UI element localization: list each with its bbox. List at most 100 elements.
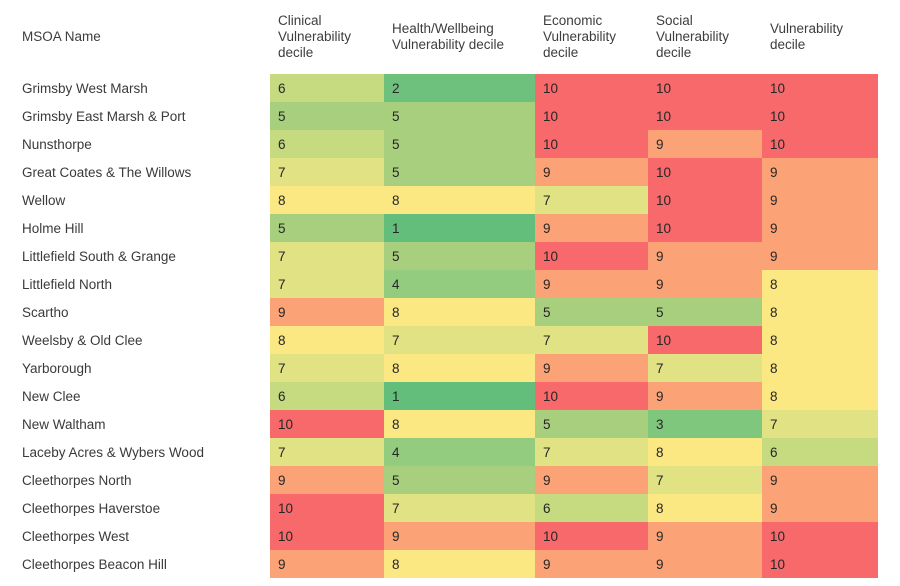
- table-row: Cleethorpes North 9 5 9 7 9: [22, 466, 878, 494]
- decile-cell: 8: [384, 354, 535, 382]
- table-row: Nunsthorpe 6 5 10 9 10: [22, 130, 878, 158]
- decile-cell: 6: [762, 438, 878, 466]
- decile-cell: 1: [384, 214, 535, 242]
- decile-cell: 8: [384, 550, 535, 578]
- decile-cell: 9: [648, 550, 762, 578]
- header-decile-column: Vulnerability decile: [770, 21, 844, 52]
- table-row: Littlefield South & Grange 7 5 10 9 9: [22, 242, 878, 270]
- table-row: Yarborough 7 8 9 7 8: [22, 354, 878, 382]
- table-row: Littlefield North 7 4 9 9 8: [22, 270, 878, 298]
- decile-cell: 10: [648, 158, 762, 186]
- msoa-name-cell: Cleethorpes Beacon Hill: [22, 556, 167, 572]
- decile-cell: 9: [648, 382, 762, 410]
- decile-cell: 9: [535, 158, 648, 186]
- header-msoa-name: MSOA Name: [22, 29, 101, 44]
- decile-cell: 10: [648, 214, 762, 242]
- msoa-name-cell: Cleethorpes North: [22, 472, 132, 488]
- decile-cell: 7: [648, 354, 762, 382]
- table-row: Holme Hill 5 1 9 10 9: [22, 214, 878, 242]
- msoa-name-cell: Holme Hill: [22, 220, 84, 236]
- decile-cell: 9: [535, 550, 648, 578]
- decile-cell: 9: [535, 354, 648, 382]
- msoa-name-cell: Grimsby West Marsh: [22, 80, 148, 96]
- table-row: Cleethorpes Haverstoe 10 7 6 8 9: [22, 494, 878, 522]
- table-row: New Waltham 10 8 5 3 7: [22, 410, 878, 438]
- table-body: Grimsby West Marsh 6 2 10 10 10 Grimsby East M…: [22, 74, 878, 578]
- decile-cell: 10: [535, 382, 648, 410]
- header-decile-column: Health/Wellbeing Vulnerability decile: [392, 21, 505, 52]
- decile-cell: 9: [270, 466, 384, 494]
- decile-cell: 10: [270, 410, 384, 438]
- decile-cell: 7: [762, 410, 878, 438]
- decile-cell: 8: [762, 382, 878, 410]
- decile-cell: 5: [384, 158, 535, 186]
- msoa-name-cell: Grimsby East Marsh & Port: [22, 108, 186, 124]
- decile-cell: 6: [270, 130, 384, 158]
- header-decile-column: Clinical Vulnerability decile: [278, 13, 352, 60]
- decile-cell: 10: [648, 102, 762, 130]
- decile-cell: 10: [648, 186, 762, 214]
- decile-cell: 8: [270, 326, 384, 354]
- decile-cell: 10: [270, 494, 384, 522]
- decile-cell: 9: [535, 270, 648, 298]
- msoa-name-cell: Scartho: [22, 304, 69, 320]
- decile-cell: 7: [384, 326, 535, 354]
- table-row: Great Coates & The Willows 7 5 9 10 9: [22, 158, 878, 186]
- decile-cell: 9: [535, 214, 648, 242]
- header-decile-column: Social Vulnerability decile: [656, 13, 730, 60]
- msoa-name-cell: Wellow: [22, 192, 66, 208]
- msoa-name-cell: New Waltham: [22, 416, 106, 432]
- table-row: Grimsby East Marsh & Port 5 5 10 10 10: [22, 102, 878, 130]
- decile-cell: 9: [648, 242, 762, 270]
- decile-cell: 8: [384, 410, 535, 438]
- decile-cell: 8: [648, 438, 762, 466]
- msoa-name-cell: Cleethorpes Haverstoe: [22, 500, 161, 516]
- decile-cell: 5: [270, 214, 384, 242]
- decile-cell: 5: [384, 102, 535, 130]
- msoa-name-cell: Laceby Acres & Wybers Wood: [22, 444, 204, 460]
- table-row: New Clee 6 1 10 9 8: [22, 382, 878, 410]
- msoa-name-cell: Yarborough: [22, 360, 92, 376]
- decile-cell: 7: [648, 466, 762, 494]
- decile-cell: 8: [762, 298, 878, 326]
- decile-cell: 5: [535, 298, 648, 326]
- decile-cell: 7: [270, 242, 384, 270]
- decile-cell: 7: [270, 354, 384, 382]
- decile-cell: 10: [648, 326, 762, 354]
- decile-cell: 9: [762, 494, 878, 522]
- table-row: Cleethorpes Beacon Hill 9 8 9 9 10: [22, 550, 878, 578]
- decile-cell: 8: [762, 354, 878, 382]
- decile-cell: 8: [384, 298, 535, 326]
- decile-cell: 10: [535, 130, 648, 158]
- decile-cell: 8: [762, 326, 878, 354]
- table-row: Weelsby & Old Clee 8 7 7 10 8: [22, 326, 878, 354]
- decile-cell: 8: [384, 186, 535, 214]
- decile-cell: 7: [270, 158, 384, 186]
- decile-cell: 9: [762, 186, 878, 214]
- msoa-name-cell: Cleethorpes West: [22, 528, 130, 544]
- decile-cell: 9: [648, 522, 762, 550]
- decile-cell: 5: [384, 242, 535, 270]
- msoa-name-cell: Littlefield North: [22, 276, 113, 292]
- decile-cell: 7: [384, 494, 535, 522]
- decile-cell: 5: [384, 466, 535, 494]
- decile-cell: 10: [762, 522, 878, 550]
- decile-cell: 9: [648, 270, 762, 298]
- decile-cell: 9: [384, 522, 535, 550]
- decile-cell: 9: [762, 242, 878, 270]
- table-row: Laceby Acres & Wybers Wood 7 4 7 8 6: [22, 438, 878, 466]
- decile-cell: 10: [762, 74, 878, 102]
- decile-table: MSOA Name Clinical Vulnerability decile He…: [22, 8, 878, 578]
- decile-cell: 9: [762, 214, 878, 242]
- decile-cell: 10: [270, 522, 384, 550]
- decile-cell: 9: [762, 158, 878, 186]
- decile-cell: 1: [384, 382, 535, 410]
- decile-cell: 10: [535, 522, 648, 550]
- decile-cell: 10: [762, 102, 878, 130]
- decile-cell: 6: [535, 494, 648, 522]
- decile-cell: 9: [535, 466, 648, 494]
- decile-cell: 6: [270, 74, 384, 102]
- msoa-name-cell: Nunsthorpe: [22, 136, 92, 152]
- decile-cell: 10: [762, 130, 878, 158]
